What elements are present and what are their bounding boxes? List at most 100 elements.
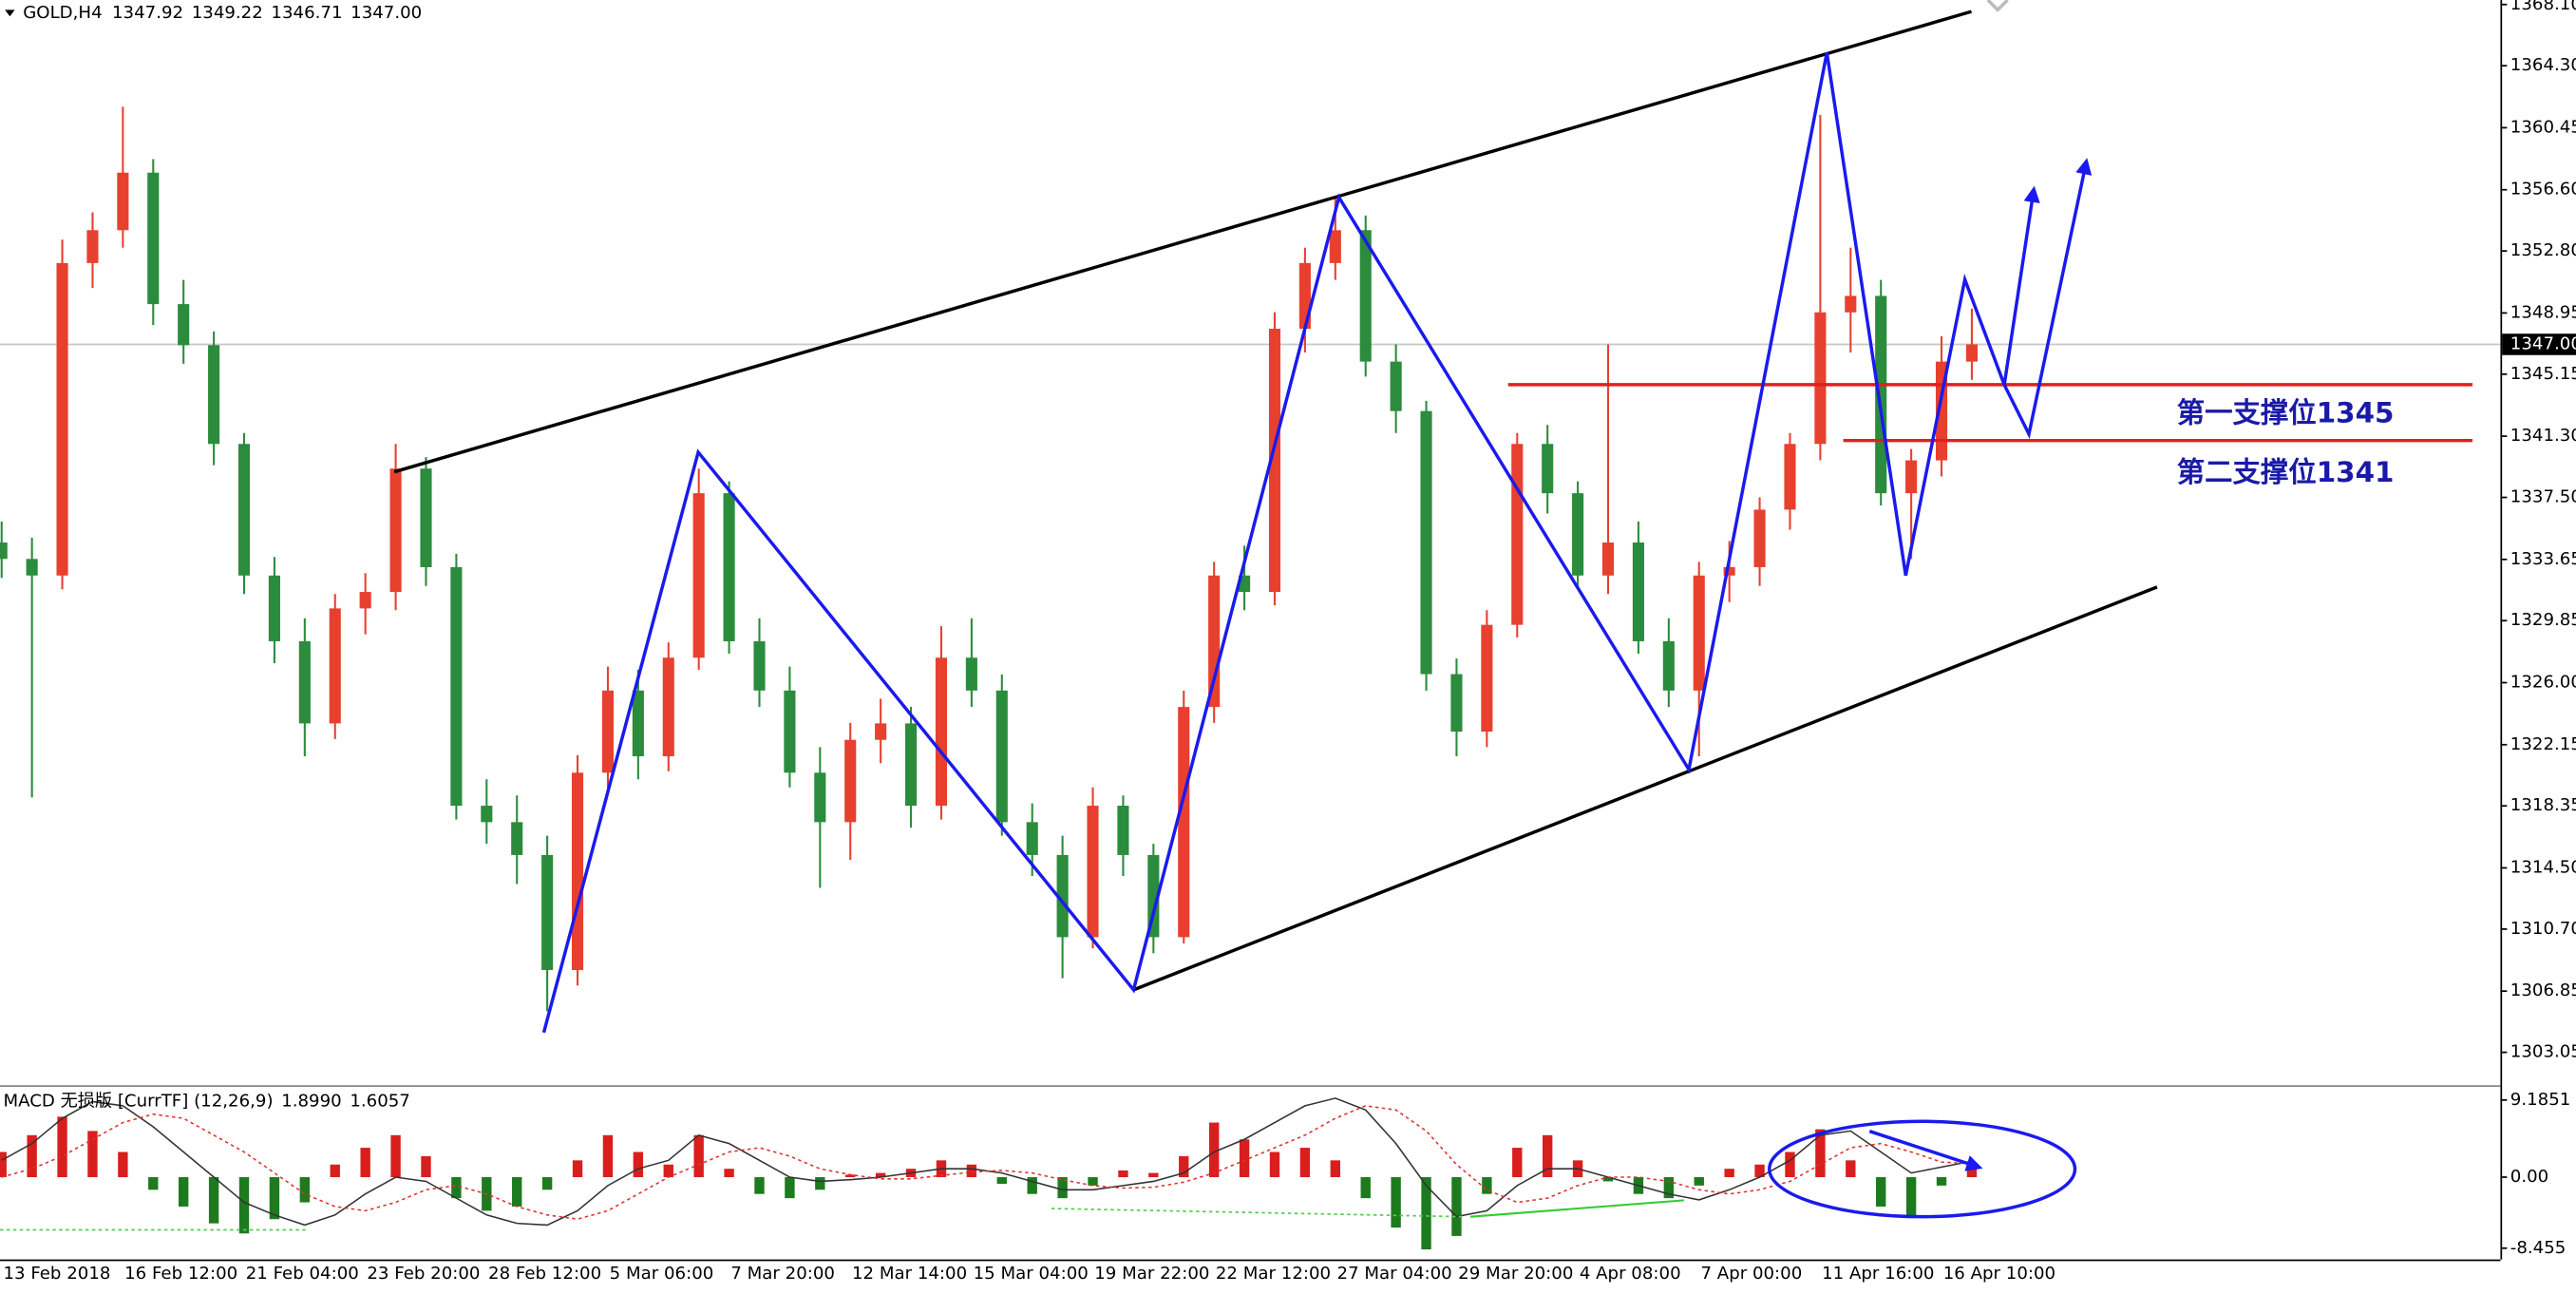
macd-bar	[330, 1164, 340, 1178]
candle-body	[1450, 674, 1463, 733]
macd-panel: 9.1851 0.00 -8.455	[0, 1090, 2570, 1258]
candle-body	[1693, 575, 1705, 691]
macd-bar	[663, 1164, 673, 1178]
x-tick-label: 22 Mar 12:00	[1216, 1264, 1331, 1284]
y-tick-label: 9.1851	[2510, 1090, 2571, 1110]
candle-body	[1147, 854, 1160, 938]
candle-body	[632, 690, 644, 757]
candle-body	[1420, 410, 1432, 675]
macd-bar	[1057, 1177, 1068, 1199]
macd-bar	[118, 1151, 128, 1178]
candle-body	[147, 172, 160, 305]
candle-body	[1329, 230, 1341, 263]
macd-value: 1.8990	[281, 1092, 342, 1112]
candle-body	[601, 690, 615, 773]
x-tick-label: 5 Mar 06:00	[610, 1264, 714, 1284]
candle-body	[1845, 295, 1857, 313]
x-tick-label: 11 Apr 16:00	[1822, 1264, 1934, 1284]
macd-header: MACD 无损版 [CurrTF] (12,26,9) 1.8990 1.6057	[3, 1092, 409, 1112]
macd-bar	[57, 1116, 67, 1178]
last-price-box	[2502, 333, 2576, 355]
zigzag	[541, 52, 2006, 1034]
macd-bar	[208, 1177, 219, 1224]
x-tick-label: 15 Mar 04:00	[974, 1264, 1089, 1284]
candle-body	[995, 690, 1008, 823]
y-tick-label: 1333.65	[2510, 549, 2576, 569]
macd-bar	[1208, 1122, 1220, 1178]
candle-body	[86, 230, 99, 263]
last-price-label: 1347.00	[2510, 333, 2576, 353]
candle-body	[1875, 295, 1887, 494]
candle-body	[1965, 344, 1978, 362]
macd-bar	[1421, 1177, 1431, 1250]
macd-bar	[0, 1151, 7, 1178]
macd-bar	[1088, 1177, 1098, 1186]
macd-bar	[421, 1155, 431, 1178]
candle-body	[1723, 566, 1735, 576]
y-tick-label: 1310.70	[2510, 919, 2576, 939]
y-tick-label: 1326.00	[2510, 673, 2576, 693]
chart-header: GOLD,H4 1347.92 1349.22 1346.71 1347.00	[23, 3, 422, 23]
macd-bar	[754, 1177, 765, 1194]
signal-line	[1, 1105, 1972, 1221]
candle-body	[753, 640, 766, 691]
macd-bar	[1543, 1134, 1553, 1178]
macd-bar	[179, 1177, 189, 1207]
y-tick-label: 1303.05	[2510, 1042, 2576, 1062]
candle-body	[1814, 312, 1827, 445]
macd-bar	[966, 1164, 977, 1178]
y-tick-label: 1306.85	[2510, 980, 2576, 1000]
macd-bar	[1694, 1177, 1704, 1186]
candle-body	[298, 640, 311, 724]
candle-body	[1268, 329, 1281, 593]
channel-top	[393, 10, 1972, 474]
header-value: 1347.00	[350, 3, 422, 23]
macd-bar	[845, 1174, 856, 1178]
macd-bar	[1330, 1160, 1341, 1178]
candle-body	[814, 772, 826, 823]
candle-body	[0, 542, 8, 560]
candle-body	[1481, 624, 1493, 733]
candle-body	[844, 739, 857, 823]
macd-bar	[148, 1177, 159, 1190]
candle-body	[1601, 542, 1615, 576]
candle-body	[692, 493, 705, 658]
candle-body	[1178, 707, 1190, 938]
y-tick-label: 1318.35	[2510, 795, 2576, 815]
macd-bar	[1936, 1177, 1947, 1186]
macd-bar	[27, 1134, 37, 1178]
y-tick-label: 1345.15	[2510, 364, 2576, 384]
candle-body	[481, 806, 493, 823]
candle-body	[1632, 542, 1644, 641]
x-tick-label: 7 Mar 20:00	[730, 1264, 835, 1284]
macd-bar	[1966, 1169, 1978, 1178]
channel-bottom	[1132, 585, 2158, 992]
y-tick-label: 1337.50	[2510, 487, 2576, 507]
x-tick-label: 23 Feb 20:00	[367, 1264, 480, 1284]
forecast-arrow	[2002, 185, 2040, 386]
macd-bar	[724, 1169, 734, 1178]
candle-body	[117, 172, 129, 231]
header-value: 1346.71	[271, 3, 342, 23]
macd-bar	[996, 1177, 1007, 1185]
macd-bar	[572, 1160, 583, 1178]
highlight-ellipse	[1768, 1119, 2077, 1219]
divergence-arrow	[1868, 1130, 1983, 1171]
candle-body	[1359, 230, 1372, 362]
support-label: 第二支撑位1341	[2177, 456, 2395, 488]
macd-bar	[1846, 1160, 1856, 1178]
y-tick-label: 1364.30	[2510, 55, 2576, 75]
candle-body	[1905, 460, 1918, 494]
macd-bar	[693, 1134, 704, 1178]
candle-body	[723, 493, 735, 641]
y-tick-label: 1329.85	[2510, 610, 2576, 630]
candle-body	[1784, 444, 1796, 510]
macd-bar	[1815, 1129, 1826, 1178]
macd-bar	[785, 1177, 795, 1199]
macd-drawings	[0, 1119, 2077, 1231]
y-tick-label: 0.00	[2510, 1167, 2548, 1187]
candle-body	[571, 772, 584, 970]
candle-body	[329, 608, 341, 724]
candle-body	[511, 822, 523, 855]
